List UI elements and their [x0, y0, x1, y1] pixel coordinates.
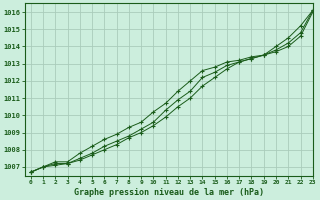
X-axis label: Graphe pression niveau de la mer (hPa): Graphe pression niveau de la mer (hPa): [74, 188, 264, 197]
